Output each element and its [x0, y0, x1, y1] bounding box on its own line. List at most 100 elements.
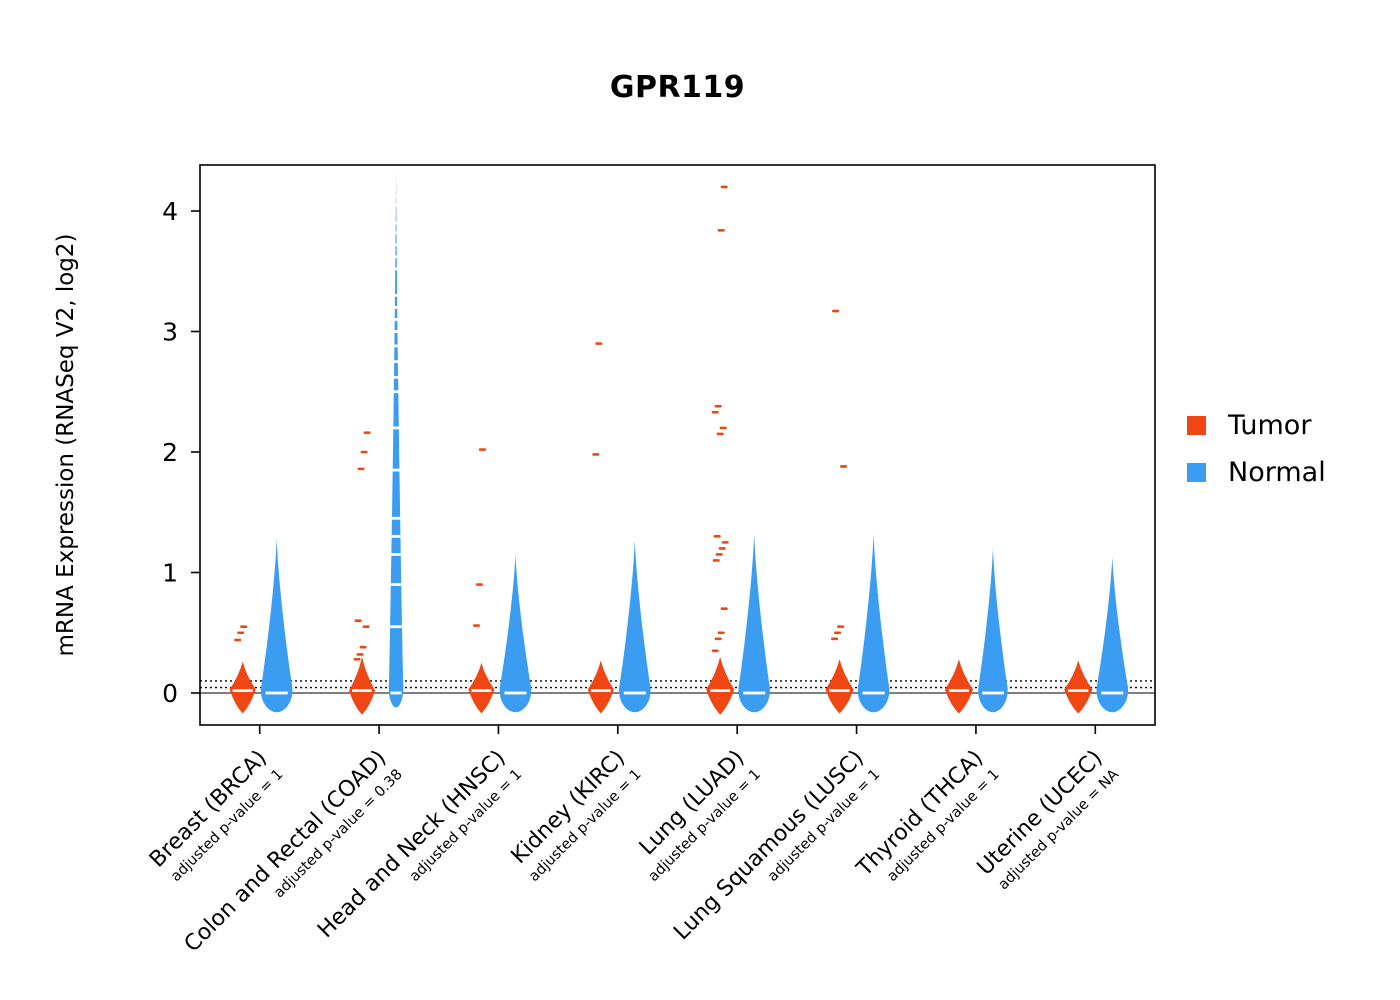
violin-normal — [978, 548, 1008, 713]
violin-tumor — [1064, 660, 1093, 714]
median-tumor — [232, 689, 253, 692]
violin-normal — [619, 539, 651, 713]
outlier-mark — [234, 638, 242, 642]
normal-swatch-icon — [1187, 463, 1206, 482]
y-tick-label: 1 — [162, 559, 178, 588]
outlier-mark — [478, 448, 486, 451]
violin-normal — [388, 168, 404, 708]
median-tumor — [590, 689, 611, 692]
outlier-mark — [472, 624, 480, 627]
legend: Tumor Normal — [1187, 410, 1326, 488]
violin-normal — [857, 533, 890, 713]
legend-label-tumor: Tumor — [1228, 410, 1312, 441]
median-normal — [743, 691, 766, 695]
violin-tumor — [468, 662, 495, 714]
plot-border — [199, 164, 1156, 726]
legend-item-normal: Normal — [1187, 457, 1326, 488]
outlier-mark — [353, 657, 361, 661]
outlier-mark — [720, 607, 728, 610]
median-tumor — [710, 689, 731, 692]
violin-gap-mark — [390, 306, 403, 309]
outlier-mark — [354, 619, 362, 622]
outlier-mark — [357, 467, 365, 471]
y-tick-label: 2 — [162, 438, 178, 467]
y-tick-label: 0 — [162, 679, 178, 708]
median-normal — [504, 691, 527, 695]
violin-gap-mark — [390, 426, 403, 430]
outlier-mark — [359, 645, 367, 649]
violin-tumor — [706, 656, 735, 715]
violin-tumor — [587, 660, 614, 714]
outlier-mark — [713, 535, 721, 538]
violin-gap-mark — [390, 203, 403, 207]
y-tick-label: 3 — [162, 318, 178, 347]
violin-gap-mark — [390, 330, 403, 333]
outlier-mark — [712, 559, 720, 562]
median-normal — [265, 691, 288, 695]
x-label: Thyroid (THCA) — [852, 746, 989, 883]
outlier-mark — [356, 653, 364, 656]
violin-gap-mark — [390, 375, 403, 379]
outlier-mark — [362, 625, 370, 629]
chart-title: GPR119 — [609, 70, 746, 105]
violin-gap-mark — [390, 625, 403, 629]
outlier-mark — [711, 649, 719, 653]
outlier-mark — [240, 625, 248, 629]
outlier-mark — [720, 185, 728, 189]
violin-tumor — [825, 659, 854, 714]
legend-label-normal: Normal — [1228, 457, 1326, 488]
y-tick-label: 4 — [162, 197, 178, 226]
median-normal — [982, 691, 1004, 695]
violin-normal — [1096, 556, 1129, 713]
violin-tumor — [229, 661, 256, 714]
tumor-swatch-icon — [1187, 416, 1206, 435]
violin-normal — [260, 538, 293, 713]
median-normal — [862, 691, 885, 695]
violin-gap-mark — [390, 293, 403, 297]
violin-gap-mark — [390, 344, 403, 348]
outlier-mark — [237, 631, 245, 635]
outlier-mark — [831, 637, 839, 641]
violin-gap-mark — [390, 390, 403, 394]
x-label: Lung Squamous (LUSC) — [669, 746, 868, 945]
outlier-mark — [717, 228, 725, 232]
outlier-mark — [719, 426, 727, 430]
violin-gap-mark — [390, 360, 403, 364]
outlier-mark — [714, 637, 722, 641]
outlier-mark — [717, 631, 725, 635]
outlier-mark — [840, 465, 848, 468]
violin-gap-mark — [390, 318, 403, 321]
legend-item-tumor: Tumor — [1187, 410, 1326, 441]
median-tumor — [829, 689, 850, 692]
violin-gap-mark — [390, 221, 403, 225]
median-tumor — [471, 689, 492, 692]
median-normal — [390, 691, 402, 695]
outlier-mark — [595, 342, 603, 345]
outlier-mark — [716, 432, 724, 436]
violin-gap-mark — [390, 195, 403, 198]
median-tumor — [1068, 689, 1089, 692]
outlier-mark — [714, 404, 722, 408]
violin-gap-mark — [390, 267, 403, 271]
violin-tumor — [349, 656, 376, 715]
outlier-mark — [718, 547, 726, 550]
outlier-mark — [363, 431, 371, 435]
outlier-mark — [592, 453, 600, 456]
outlier-mark — [475, 583, 483, 586]
outlier-mark — [360, 450, 368, 454]
outlier-mark — [832, 309, 840, 313]
x-label: Uterine (UCEC) — [973, 746, 1108, 881]
median-tumor — [948, 689, 969, 692]
median-tumor — [352, 689, 373, 692]
violin-gap-mark — [390, 583, 403, 586]
violin-tumor — [944, 659, 973, 714]
violin-gap-mark — [390, 468, 403, 472]
outlier-mark — [837, 625, 845, 629]
violin-normal — [738, 533, 770, 713]
violin-gap-mark — [390, 255, 403, 259]
outlier-mark — [721, 541, 729, 544]
violin-normal — [499, 554, 532, 713]
violin-gap-mark — [390, 516, 403, 520]
